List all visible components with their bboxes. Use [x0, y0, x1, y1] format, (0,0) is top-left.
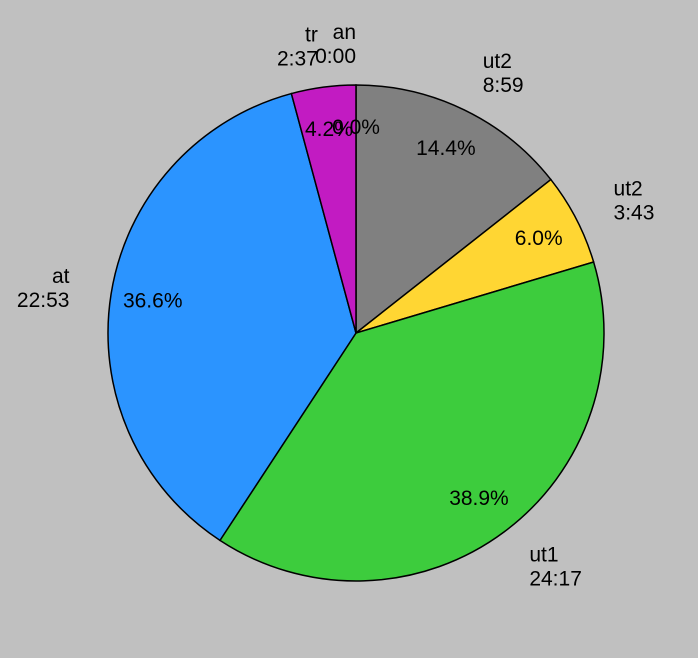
- slice-name: ut1: [529, 544, 558, 567]
- pie-slice: [290, 84, 357, 334]
- slice-label: tr 2:37: [277, 23, 318, 70]
- slice-duration: 2:37: [277, 47, 318, 70]
- slice-duration: 3:43: [614, 201, 655, 224]
- slice-name: tr: [305, 23, 318, 46]
- percent-label: 0.0%: [332, 116, 380, 139]
- pie-slice: [355, 84, 552, 335]
- slice-name: an: [333, 21, 356, 44]
- slice-label: ut1 24:17: [529, 544, 582, 591]
- slice-label: at 22:53: [17, 265, 70, 312]
- slice-name: ut2: [614, 177, 643, 200]
- slice-name: at: [52, 265, 70, 288]
- percent-label: 36.6%: [123, 290, 183, 313]
- slice-label: ut2 3:43: [614, 177, 655, 224]
- percent-label: 38.9%: [449, 487, 509, 510]
- slice-name: ut2: [483, 50, 512, 73]
- pie-slice: [107, 92, 357, 542]
- slice-duration: 8:59: [483, 74, 524, 97]
- slice-duration: 0:00: [315, 45, 356, 68]
- percent-label: 14.4%: [416, 137, 476, 160]
- slice-label: an 0:00: [315, 21, 356, 68]
- pie-slice: [218, 261, 605, 582]
- slice-label: ut2 8:59: [483, 50, 524, 97]
- slice-duration: 22:53: [17, 289, 70, 312]
- slice-duration: 24:17: [529, 568, 582, 591]
- percent-label: 6.0%: [515, 227, 563, 250]
- percent-label: 4.2%: [305, 118, 353, 141]
